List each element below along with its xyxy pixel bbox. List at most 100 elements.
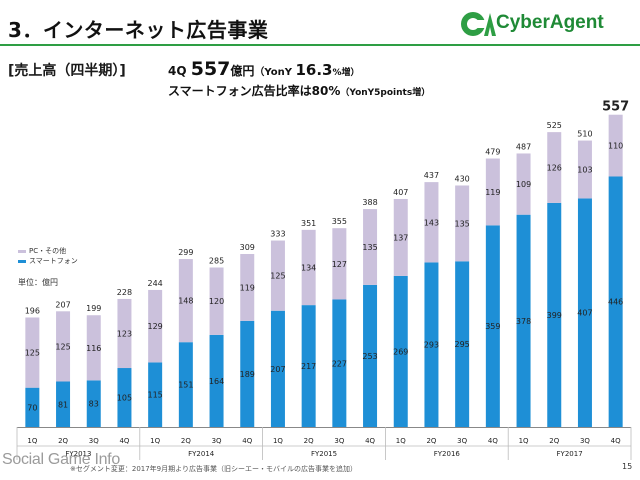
x-tick-label: 4Q [365, 437, 375, 445]
x-group-label: FY2013 [65, 450, 91, 458]
data-label-total: 430 [455, 174, 470, 183]
unit-label: 単位：億円 [18, 278, 58, 287]
data-label-smartphone: 269 [393, 347, 408, 356]
bar-pc [485, 158, 500, 226]
x-group-label: FY2014 [188, 450, 215, 458]
data-label-total: 207 [55, 300, 70, 309]
data-label-smartphone: 70 [27, 403, 37, 412]
bar-pc [148, 289, 163, 363]
data-label-smartphone: 189 [240, 370, 255, 379]
bar-smartphone [178, 342, 193, 427]
data-label-pc: 125 [55, 342, 70, 351]
bar-pc [270, 240, 285, 311]
header-rule [0, 44, 640, 46]
bar-smartphone [577, 198, 592, 427]
watermark: Social Game Info [2, 451, 120, 468]
bar-pc [240, 254, 255, 321]
legend-swatch-pc [18, 249, 26, 253]
bar-smartphone [516, 214, 531, 427]
headline-value: 557 [190, 58, 231, 80]
bar-smartphone [86, 380, 101, 427]
data-label-total: 228 [117, 288, 132, 297]
bar-smartphone [270, 310, 285, 427]
bar-smartphone [301, 305, 316, 427]
data-label-smartphone: 295 [455, 340, 470, 349]
bar-smartphone [332, 299, 347, 427]
x-tick-label: 1Q [396, 437, 406, 445]
bar-pc [86, 315, 101, 381]
x-tick-label: 3Q [580, 437, 590, 445]
x-tick-label: 1Q [273, 437, 283, 445]
bar-smartphone [25, 387, 40, 427]
data-label-pc: 116 [86, 344, 101, 353]
x-tick-label: 4Q [242, 437, 252, 445]
bar-smartphone [547, 202, 562, 427]
data-label-total: 355 [332, 217, 347, 226]
data-label-total: 437 [424, 171, 439, 180]
headline-yony-label: （YonY [254, 67, 296, 78]
bar-smartphone [240, 320, 255, 427]
x-tick-label: 1Q [27, 437, 37, 445]
bar-smartphone [148, 362, 163, 427]
section-label: [売上高（四半期）] [8, 63, 126, 79]
data-label-total: 479 [485, 148, 500, 157]
page-title: 3．インターネット広告事業 [8, 18, 269, 42]
data-label-pc: 129 [148, 322, 163, 331]
chart-legend: PC・その他 スマートフォン [18, 246, 78, 266]
data-label-total: 407 [393, 188, 408, 197]
x-tick-label: 4Q [488, 437, 498, 445]
bar-pc [547, 132, 562, 203]
footnote: ※セグメント変更：2017年9月期より広告事業（旧シーエー・モバイルの広告事業を… [70, 465, 357, 473]
data-label-smartphone: 446 [608, 298, 623, 307]
data-label-pc: 148 [178, 297, 193, 306]
bar-smartphone [393, 275, 408, 427]
data-label-pc: 123 [117, 329, 132, 338]
data-label-smartphone: 227 [332, 359, 347, 368]
bar-smartphone [363, 284, 378, 427]
data-label-total: 487 [516, 142, 531, 151]
x-group-label: FY2017 [557, 450, 583, 458]
data-label-pc: 126 [547, 164, 562, 173]
data-label-pc: 120 [209, 297, 224, 306]
data-label-pc: 125 [270, 272, 285, 281]
data-label-pc: 119 [240, 283, 255, 292]
headline-unit: 億円 [230, 64, 255, 78]
x-tick-label: 1Q [150, 437, 160, 445]
data-label-smartphone: 378 [516, 317, 531, 326]
bar-pc [393, 198, 408, 276]
data-label-smartphone: 207 [270, 365, 285, 374]
data-label-smartphone: 293 [424, 341, 439, 350]
legend-item-smartphone: スマートフォン [18, 256, 78, 266]
bar-pc [301, 229, 316, 306]
x-tick-label: 3Q [334, 437, 344, 445]
page-number: 15 [622, 462, 633, 471]
data-label-pc: 127 [332, 260, 347, 269]
data-label-smartphone: 253 [362, 352, 377, 361]
data-label-pc: 109 [516, 180, 531, 189]
data-label-smartphone: 399 [547, 311, 562, 320]
subline: スマートフォン広告比率は80%（YonY5points増） [168, 82, 430, 99]
bar-smartphone [209, 334, 224, 427]
logo-wordmark: CyberAgent [496, 12, 604, 33]
data-label-smartphone: 407 [577, 309, 592, 318]
data-label-total: 333 [270, 230, 285, 239]
data-label-pc: 135 [455, 219, 470, 228]
data-label-pc: 125 [25, 349, 40, 358]
bar-pc [332, 228, 347, 300]
headline-quarter: 4Q [168, 64, 191, 78]
cyberagent-logo [461, 12, 496, 36]
subline-text: スマートフォン広告比率は80% [168, 84, 341, 98]
headline: 4Q 557億円（YonY 16.3%増） [168, 58, 360, 80]
data-label-total: 525 [547, 121, 562, 130]
legend-swatch-smartphone [18, 259, 26, 263]
x-tick-label: 2Q [304, 437, 314, 445]
data-label-pc: 135 [362, 243, 377, 252]
x-group-label: FY2015 [311, 450, 337, 458]
headline-yony-value: 16.3 [295, 61, 333, 79]
data-label-pc: 134 [301, 263, 316, 272]
data-label-pc: 110 [608, 142, 623, 151]
legend-item-pc: PC・その他 [18, 246, 78, 256]
x-tick-label: 2Q [181, 437, 191, 445]
x-tick-label: 4Q [119, 437, 129, 445]
bar-pc [209, 267, 224, 335]
